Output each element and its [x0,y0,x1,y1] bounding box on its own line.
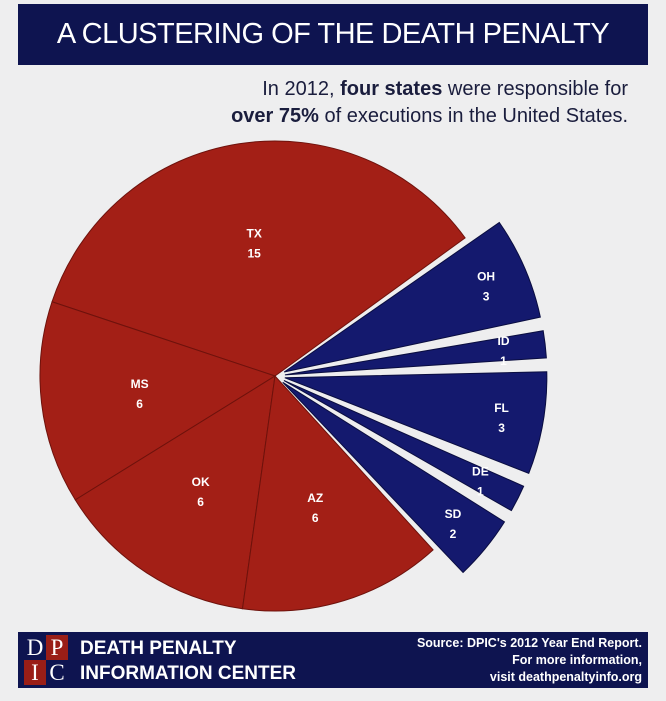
slice-value: 1 [500,354,507,368]
subtitle-text: were responsible for [442,78,628,100]
slice-label: TX [246,226,261,240]
slice-label: MS [131,377,149,391]
title-text: A CLUSTERING OF THE DEATH PENALTY [56,18,610,50]
pie-slice-de [283,380,525,512]
pie-slice-id [284,330,547,376]
slice-value: 6 [197,495,204,509]
slice-value: 3 [483,289,490,303]
subtitle-bold: over 75% [231,105,319,127]
slice-label: ID [498,334,510,348]
slice-label: FL [494,401,509,415]
source-line: Source: DPIC's 2012 Year End Report. [416,636,642,650]
slice-value: 6 [136,397,143,411]
pie-slice-az [241,374,434,612]
pie-slice-ms [39,301,277,501]
subtitle-bold: four states [340,78,443,100]
slice-label: DE [472,465,489,479]
subtitle-text: In 2012, [262,78,341,100]
slice-value: 6 [312,511,319,525]
slice-label: AZ [307,491,323,505]
slice-label: OK [192,475,210,489]
chart-title: A CLUSTERING OF THE DEATH PENALTY [18,4,648,65]
slice-value: 3 [498,421,505,435]
source-line: For more information, [512,653,642,667]
footer: D P I C DEATH PENALTY INFORMATION CENTER… [18,632,648,688]
slice-value: 1 [477,485,484,499]
org-name: DEATH PENALTY INFORMATION CENTER [80,636,296,686]
logo-letter: C [49,659,65,685]
logo-letter: D [26,634,44,660]
slice-value: 15 [247,246,261,260]
source-note: Source: DPIC's 2012 Year End Report. For… [417,635,642,686]
logo-letter: P [46,635,68,660]
source-line: visit deathpenaltyinfo.org [489,670,642,684]
pie-slice-ok [74,375,276,610]
slice-label: SD [445,507,462,521]
slice-label: OH [477,269,495,283]
pie-slice-oh [283,221,541,373]
org-line: INFORMATION CENTER [80,663,297,684]
pie-slice-sd [282,381,506,574]
dpic-logo: D P I C [24,635,68,685]
subtitle: In 2012, four states were responsible fo… [231,76,628,130]
logo-letter: I [24,660,46,685]
pie-slice-fl [284,371,548,475]
pie-slice-tx [51,140,466,377]
slice-value: 2 [450,527,457,541]
org-line: DEATH PENALTY [80,638,237,659]
subtitle-text: of executions in the United States. [318,105,628,127]
